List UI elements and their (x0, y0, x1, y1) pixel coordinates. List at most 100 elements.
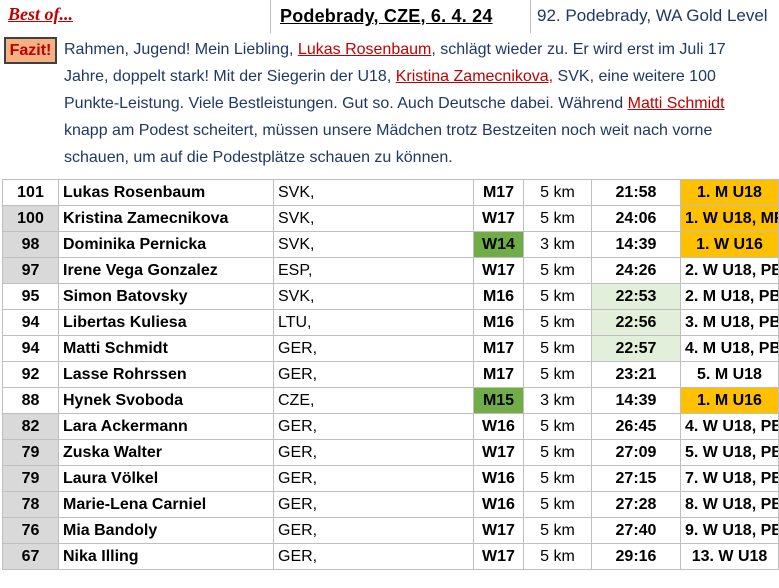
time-cell: 27:09 (591, 439, 681, 466)
distance-cell: 5 km (523, 257, 592, 284)
distance-cell: 5 km (523, 465, 592, 492)
place-cell: 9. W U18, PB (680, 517, 779, 544)
category-cell: W16 (473, 491, 524, 518)
nation-cell: GER, (273, 465, 474, 492)
distance-cell: 5 km (523, 439, 592, 466)
summary-part: , schlägt wieder zu. Er wird erst im Jul… (64, 41, 726, 85)
distance-cell: 5 km (523, 335, 592, 362)
category-cell: W17 (473, 205, 524, 232)
place-cell: 1. W U16 (680, 231, 779, 258)
time-cell: 24:26 (591, 257, 681, 284)
summary-part: Rahmen, Jugend! Mein Liebling, (64, 41, 298, 58)
name-cell: Nika Illing (58, 543, 274, 570)
results-table: 101 Lukas Rosenbaum SVK, M17 5 km 21:58 1. M U… (2, 179, 779, 570)
time-cell: 22:53 (591, 283, 681, 310)
nation-cell: GER, (273, 413, 474, 440)
time-cell: 23:21 (591, 361, 681, 388)
category-cell: M17 (473, 179, 524, 206)
category-cell: W16 (473, 413, 524, 440)
table-row: 79 Laura Völkel GER, W16 5 km 27:15 7. W U18, … (2, 465, 779, 492)
results-body: 101 Lukas Rosenbaum SVK, M17 5 km 21:58 1. M U… (2, 179, 779, 570)
nation-cell: GER, (273, 361, 474, 388)
nation-cell: GER, (273, 491, 474, 518)
nation-cell: GER, (273, 439, 474, 466)
place-cell: 1. W U18, MR (680, 205, 779, 232)
place-cell: 2. M U18, PB (680, 283, 779, 310)
name-cell: Laura Völkel (58, 465, 274, 492)
place-cell: 13. W U18 (680, 543, 779, 570)
name-cell: Kristina Zamecnikova (58, 205, 274, 232)
header-row: Best of... Podebrady, CZE, 6. 4. 24 92. … (0, 0, 779, 33)
category-cell: W17 (473, 543, 524, 570)
nation-cell: SVK, (273, 283, 474, 310)
time-cell: 29:16 (591, 543, 681, 570)
name-cell: Mia Bandoly (58, 517, 274, 544)
event-level: 92. Podebrady, WA Gold Level (537, 6, 768, 25)
time-cell: 14:39 (591, 387, 681, 414)
header-divider (270, 0, 271, 33)
nation-cell: GER, (273, 517, 474, 544)
name-cell: Lukas Rosenbaum (58, 179, 274, 206)
name-cell: Zuska Walter (58, 439, 274, 466)
distance-cell: 5 km (523, 179, 592, 206)
category-cell: M17 (473, 361, 524, 388)
athlete-link[interactable]: Lukas Rosenbaum (297, 41, 432, 58)
table-row: 76 Mia Bandoly GER, W17 5 km 27:40 9. W U18, P… (2, 517, 779, 544)
place-cell: 5. M U18 (680, 361, 779, 388)
time-cell: 22:57 (591, 335, 681, 362)
category-cell: W17 (473, 439, 524, 466)
name-cell: Libertas Kuliesa (58, 309, 274, 336)
category-cell: M15 (473, 387, 524, 414)
points-cell: 88 (2, 387, 59, 414)
points-cell: 95 (2, 283, 59, 310)
nation-cell: GER, (273, 543, 474, 570)
nation-cell: GER, (273, 335, 474, 362)
distance-cell: 5 km (523, 361, 592, 388)
place-cell: 1. M U18 (680, 179, 779, 206)
distance-cell: 5 km (523, 517, 592, 544)
points-cell: 79 (2, 439, 59, 466)
athlete-link[interactable]: Kristina Zamecnikova, (395, 68, 554, 85)
time-cell: 22:56 (591, 309, 681, 336)
category-cell: M16 (473, 309, 524, 336)
category-cell: M17 (473, 335, 524, 362)
distance-cell: 5 km (523, 283, 592, 310)
summary-part: SVK, eine weitere 100 Punkte-Leistung. V… (64, 68, 716, 112)
time-cell: 27:40 (591, 517, 681, 544)
distance-cell: 3 km (523, 387, 592, 414)
name-cell: Irene Vega Gonzalez (58, 257, 274, 284)
athlete-link[interactable]: Matti Schmidt (627, 95, 725, 112)
name-cell: Dominika Pernicka (58, 231, 274, 258)
table-row: 82 Lara Ackermann GER, W16 5 km 26:45 4. W U18… (2, 413, 779, 440)
table-row: 92 Lasse Rohrssen GER, M17 5 km 23:21 5. M U18 (2, 361, 779, 388)
table-row: 101 Lukas Rosenbaum SVK, M17 5 km 21:58 1. M U… (2, 179, 779, 206)
summary-part: knapp am Podest scheitert, müssen unsere… (64, 122, 713, 166)
place-cell: 4. W U18, PB (680, 413, 779, 440)
category-cell: W17 (473, 517, 524, 544)
table-row: 100 Kristina Zamecnikova SVK, W17 5 km 24:06 1… (2, 205, 779, 232)
table-row: 67 Nika Illing GER, W17 5 km 29:16 13. W U18 (2, 543, 779, 570)
nation-cell: ESP, (273, 257, 474, 284)
distance-cell: 5 km (523, 543, 592, 570)
name-cell: Lara Ackermann (58, 413, 274, 440)
place-cell: 1. M U16 (680, 387, 779, 414)
place-cell: 8. W U18, PB (680, 491, 779, 518)
place-cell: 2. W U18, PB (680, 257, 779, 284)
distance-cell: 5 km (523, 491, 592, 518)
table-row: 94 Matti Schmidt GER, M17 5 km 22:57 4. M U18,… (2, 335, 779, 362)
table-row: 95 Simon Batovsky SVK, M16 5 km 22:53 2. M U18… (2, 283, 779, 310)
place-cell: 3. M U18, PB (680, 309, 779, 336)
nation-cell: SVK, (273, 179, 474, 206)
name-cell: Simon Batovsky (58, 283, 274, 310)
distance-cell: 5 km (523, 205, 592, 232)
place-cell: 7. W U18, PB (680, 465, 779, 492)
summary-text: Rahmen, Jugend! Mein Liebling, Lukas Ros… (64, 36, 772, 171)
points-cell: 78 (2, 491, 59, 518)
name-cell: Marie-Lena Carniel (58, 491, 274, 518)
points-cell: 98 (2, 231, 59, 258)
nation-cell: SVK, (273, 205, 474, 232)
table-row: 88 Hynek Svoboda CZE, M15 3 km 14:39 1. M U16 (2, 387, 779, 414)
points-cell: 76 (2, 517, 59, 544)
points-cell: 97 (2, 257, 59, 284)
time-cell: 26:45 (591, 413, 681, 440)
